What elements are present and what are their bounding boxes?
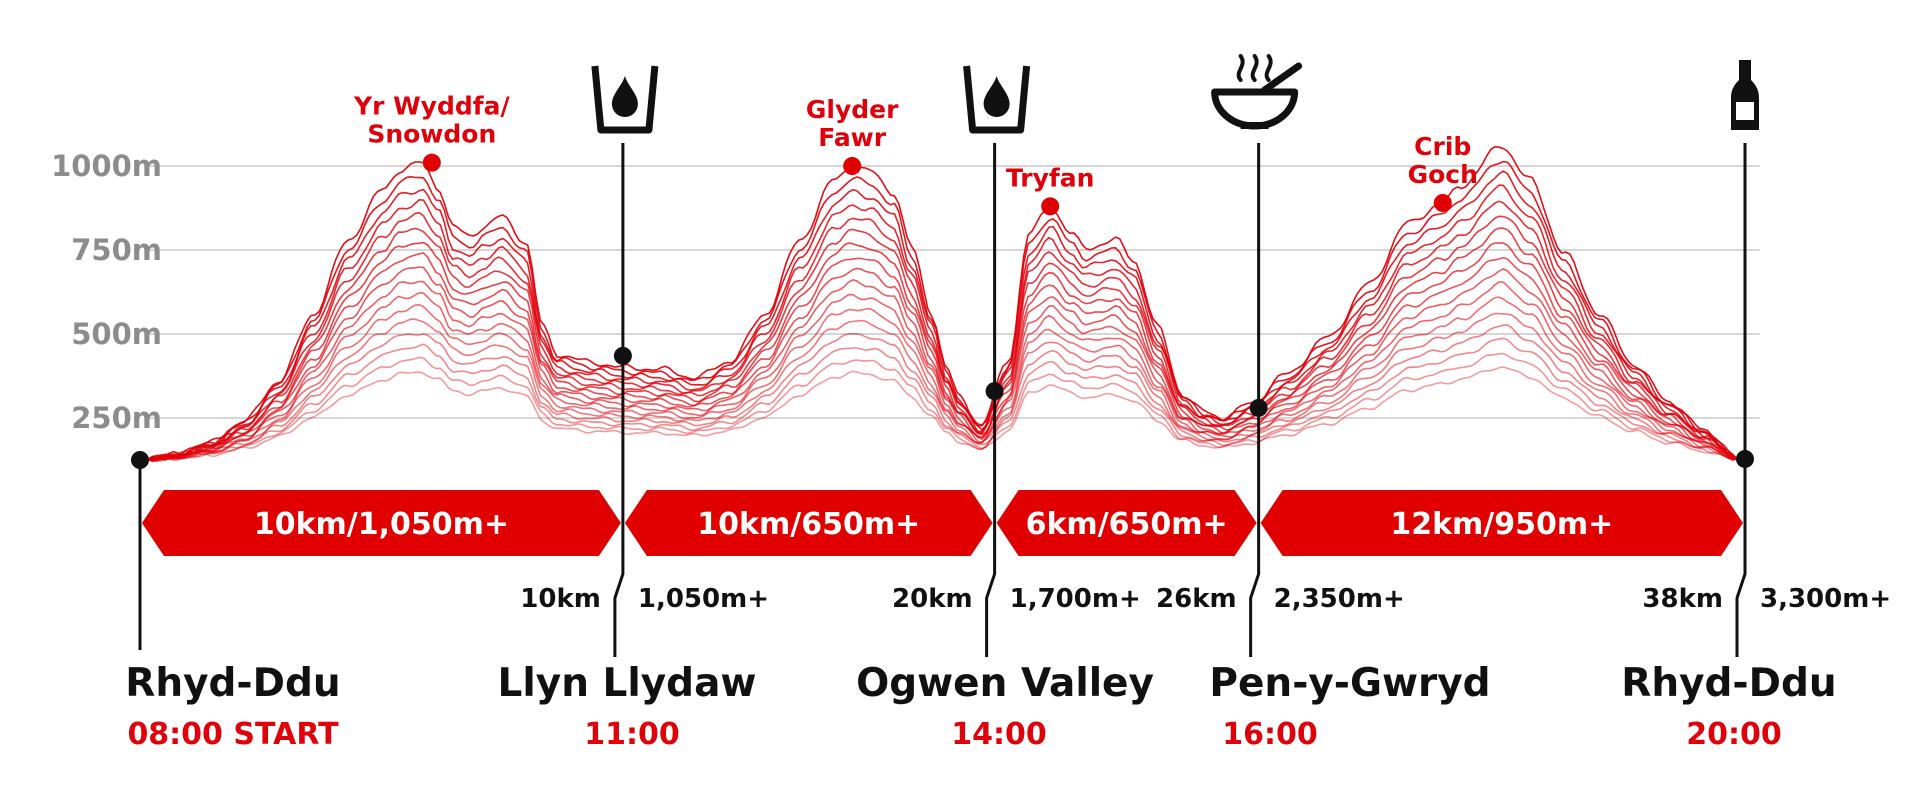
elevation-contour-line [139, 268, 1745, 461]
steam [1264, 54, 1273, 82]
elevation-contour-line [139, 352, 1745, 462]
water-cup-icon [591, 65, 659, 134]
stop-icons [591, 54, 1759, 134]
peak-marker [1041, 197, 1060, 216]
bottle-icon [1731, 60, 1759, 130]
peak-label: Tryfan [1006, 163, 1094, 192]
peak-marker [1433, 193, 1452, 212]
stop-time: 11:00 [584, 717, 680, 752]
peak-marker [422, 153, 441, 172]
segment-banner [996, 490, 1257, 556]
stop-time: 14:00 [951, 717, 1047, 752]
segment-label: 10km/650m+ [697, 507, 920, 542]
cumulative-distance: 26km [1156, 584, 1237, 614]
elevation-contour-line [139, 281, 1745, 462]
stop-markers [131, 143, 1754, 657]
elevation-contour-line [139, 256, 1745, 461]
peak-label: Goch [1408, 160, 1478, 189]
stop-line [1249, 143, 1261, 657]
segment-label: 6km/650m+ [1026, 507, 1228, 542]
elevation-contour-line [139, 227, 1745, 461]
segment-banner [1260, 490, 1743, 556]
stop-name: Rhyd-Ddu [1621, 661, 1836, 706]
elevation-contour-line [139, 145, 1745, 461]
segment-banner [624, 490, 993, 556]
stop-marker [1249, 398, 1268, 417]
stop-time: 20:00 [1686, 717, 1782, 752]
peak-label: Glyder [806, 95, 899, 124]
segment-banner [142, 490, 621, 556]
elevation-contour-line [139, 215, 1745, 461]
bowl-outline [1211, 88, 1299, 130]
water-drop [611, 76, 638, 117]
peak-label: Yr Wyddfa/ [353, 92, 511, 121]
stop-time: 08:00 START [127, 717, 339, 752]
elevation-contour-line [139, 160, 1745, 461]
stop-line [1735, 143, 1747, 657]
stop-line [985, 143, 997, 657]
cumulative-distance: 38km [1642, 584, 1723, 614]
labels: 250m 500m 750m 1000m Yr Wyddfa/Snowdon Glyder… [51, 92, 1891, 752]
elevation-contour-line [139, 366, 1745, 462]
segment-banners [142, 490, 1743, 556]
cumulative-ascent: 1,050m+ [638, 584, 769, 614]
elevation-contour-line [139, 184, 1745, 462]
elevation-contour-line [139, 324, 1745, 461]
elevation-contour-line [139, 242, 1745, 461]
elevation-profile [139, 145, 1745, 463]
steam [1250, 54, 1259, 82]
bottle-label [1736, 102, 1754, 120]
steam [1236, 54, 1245, 82]
stop-name: Pen-y-Gwryd [1209, 661, 1490, 706]
soup-bowl-icon [1211, 54, 1303, 130]
cup-outline [591, 65, 659, 134]
spoon [1261, 62, 1303, 94]
elevation-contour-line [139, 296, 1745, 463]
elevation-contour-line [139, 312, 1745, 461]
water-drop [983, 76, 1010, 117]
cumulative-ascent: 2,350m+ [1274, 584, 1405, 614]
stop-name: Llyn Llydaw [498, 661, 757, 706]
stop-marker [613, 346, 632, 365]
cumulative-ascent: 3,300m+ [1760, 584, 1891, 614]
stop-name: Ogwen Valley [856, 661, 1154, 706]
y-tick-label: 250m [71, 401, 162, 435]
water-cup-icon [963, 65, 1031, 134]
peak-markers [422, 153, 1452, 216]
stop-line [613, 143, 625, 657]
cumulative-distance: 20km [892, 584, 973, 614]
bowl-foot [1240, 122, 1269, 129]
peak-label: Fawr [818, 123, 887, 152]
y-tick-label: 1000m [51, 149, 162, 183]
stop-marker [131, 451, 149, 469]
cumulative-ascent: 1,700m+ [1010, 584, 1141, 614]
peak-label: Snowdon [367, 120, 496, 149]
cumulative-distance: 10km [520, 584, 601, 614]
stop-marker [1736, 449, 1754, 468]
y-tick-label: 500m [71, 317, 162, 351]
segment-label: 10km/1,050m+ [254, 507, 509, 542]
cup-outline [963, 65, 1031, 134]
segment-label: 12km/950m+ [1390, 507, 1613, 542]
peak-label: Crib [1414, 132, 1471, 161]
peak-marker [843, 157, 862, 175]
elevation-contour-line [139, 170, 1745, 461]
elevation-contour-line [139, 200, 1745, 463]
stop-marker [985, 382, 1004, 401]
y-tick-label: 750m [71, 233, 162, 267]
stop-name: Rhyd-Ddu [125, 661, 340, 706]
elevation-contour-line [139, 337, 1745, 462]
stop-time: 16:00 [1222, 717, 1318, 752]
